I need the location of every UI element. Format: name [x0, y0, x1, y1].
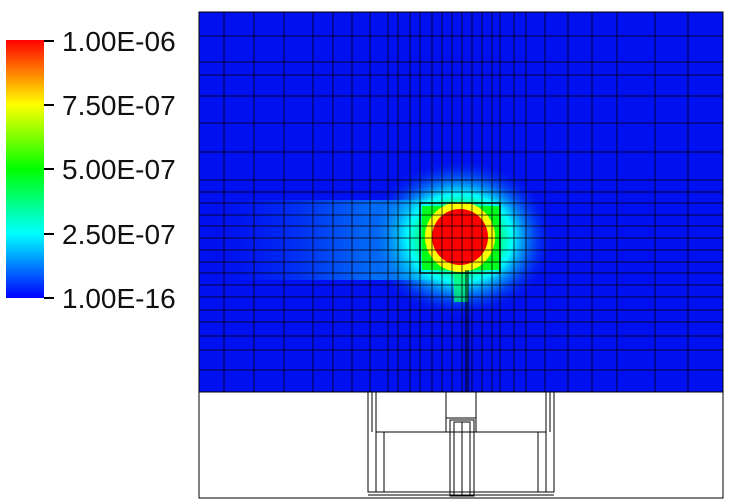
neck-outline — [445, 391, 477, 419]
colorbar-tick — [44, 104, 54, 106]
lower-domain-outline — [198, 391, 724, 499]
colorbar-label-250: 2.50E-07 — [62, 219, 176, 250]
mesh-grid — [199, 12, 723, 392]
upper-block — [375, 391, 547, 433]
colorbar-label-750: 7.50E-07 — [62, 90, 176, 121]
refinement-box — [419, 202, 501, 274]
colorbar-gradient — [6, 40, 44, 298]
plume-stem — [454, 262, 468, 302]
base-outline — [367, 391, 555, 493]
colorbar-label-max: 1.00E-06 — [62, 26, 176, 57]
colorbar-tick — [44, 40, 54, 42]
colorbar-tick — [44, 297, 54, 299]
colorbar-label-500: 5.00E-07 — [62, 154, 176, 185]
colorbar-tick — [44, 168, 54, 170]
colorbar-tick — [44, 233, 54, 235]
colorbar-legend: 1.00E-06 7.50E-07 5.00E-07 2.50E-07 1.00… — [0, 0, 196, 330]
hotspot — [432, 209, 488, 265]
lower-geometry — [198, 270, 724, 499]
colorbar-label-min: 1.00E-16 — [62, 283, 176, 314]
neck-outline — [445, 417, 477, 433]
